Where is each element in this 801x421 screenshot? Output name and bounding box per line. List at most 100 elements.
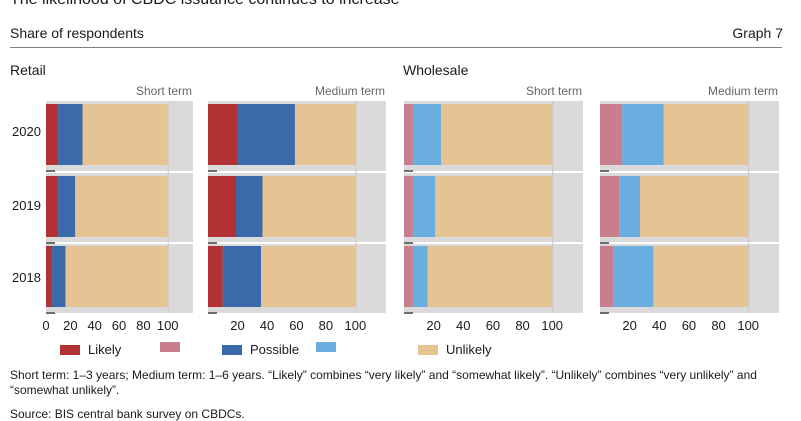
bar-marker bbox=[208, 312, 217, 314]
row-separator bbox=[600, 171, 779, 173]
bar-wholesale-medium-2019-possible bbox=[619, 176, 641, 237]
bar-retail-short-2019-likely bbox=[46, 176, 59, 237]
bar-marker bbox=[600, 312, 609, 314]
x-tick-wholesale-short-80: 80 bbox=[515, 318, 530, 333]
row-separator bbox=[46, 242, 193, 244]
legend-possible-wholesale bbox=[316, 342, 344, 352]
panel-title-retail-short: Short term bbox=[135, 84, 192, 98]
legend-swatch-possible-wholesale bbox=[316, 342, 336, 352]
x-tick-retail-medium-60: 60 bbox=[289, 318, 304, 333]
y-label-2018: 2018 bbox=[12, 270, 41, 285]
panel-title-wholesale-short: Short term bbox=[525, 84, 582, 98]
bar-retail-medium-2018-possible bbox=[222, 246, 262, 307]
header-divider bbox=[10, 47, 782, 48]
x-tick-retail-short-60: 60 bbox=[111, 318, 127, 333]
bar-retail-short-2019-unlikely bbox=[75, 176, 168, 237]
legend-swatch-unlikely bbox=[418, 344, 438, 355]
row-separator bbox=[46, 171, 193, 173]
bar-retail-medium-2020-likely bbox=[208, 104, 238, 165]
x-tick-retail-medium-40: 40 bbox=[259, 318, 275, 333]
legend-swatch-likely bbox=[60, 344, 80, 355]
chart-subtitle: Share of respondents bbox=[10, 25, 144, 41]
bar-marker bbox=[208, 170, 217, 172]
bar-marker bbox=[600, 170, 609, 172]
legend-label-unlikely: Unlikely bbox=[446, 342, 492, 357]
bar-wholesale-short-2018-possible bbox=[412, 246, 428, 307]
row-separator bbox=[404, 171, 583, 173]
graph-number: Graph 7 bbox=[732, 25, 783, 41]
source-note: Source: BIS central bank survey on CBDCs… bbox=[10, 407, 245, 421]
section-retail: Retail bbox=[10, 62, 46, 78]
x-tick-wholesale-short-40: 40 bbox=[456, 318, 471, 333]
bar-marker bbox=[46, 312, 55, 314]
bar-wholesale-medium-2020-unlikely bbox=[663, 104, 749, 165]
bar-wholesale-medium-2019-likely bbox=[600, 176, 620, 237]
bar-retail-short-2019-possible bbox=[58, 176, 76, 237]
y-label-2020: 2020 bbox=[12, 124, 41, 139]
bar-marker bbox=[600, 242, 609, 244]
x-tick-retail-short-20: 20 bbox=[63, 318, 78, 333]
bar-wholesale-short-2019-unlikely bbox=[435, 176, 553, 237]
bar-wholesale-short-2019-possible bbox=[412, 176, 436, 237]
bar-wholesale-medium-2018-unlikely bbox=[653, 246, 749, 307]
x-tick-wholesale-medium-80: 80 bbox=[711, 318, 726, 333]
row-separator bbox=[404, 242, 583, 244]
bar-retail-short-2018-unlikely bbox=[65, 246, 168, 307]
bar-wholesale-medium-2018-possible bbox=[613, 246, 654, 307]
bar-marker bbox=[404, 312, 413, 314]
x-tick-wholesale-short-60: 60 bbox=[485, 318, 501, 333]
legend-label-likely: Likely bbox=[88, 342, 122, 357]
x-tick-wholesale-medium-100: 100 bbox=[737, 318, 760, 333]
row-separator bbox=[600, 242, 779, 244]
x-tick-retail-medium-20: 20 bbox=[230, 318, 245, 333]
bar-marker bbox=[46, 170, 55, 172]
bar-wholesale-short-2018-unlikely bbox=[427, 246, 553, 307]
x-tick-retail-medium-100: 100 bbox=[344, 318, 367, 333]
legend-swatch-possible bbox=[222, 344, 242, 355]
bar-retail-medium-2018-likely bbox=[208, 246, 223, 307]
x-tick-retail-short-100: 100 bbox=[156, 318, 179, 333]
x-tick-wholesale-short-20: 20 bbox=[426, 318, 441, 333]
legend-unlikely: Unlikely bbox=[418, 342, 492, 357]
legend-label-possible: Possible bbox=[250, 342, 300, 357]
legend-swatch-likely-wholesale bbox=[160, 342, 180, 352]
legend-possible: Possible bbox=[222, 342, 299, 357]
footnote: Short term: 1–3 years; Medium term: 1–6 … bbox=[10, 368, 757, 397]
row-separator bbox=[208, 171, 386, 173]
chart-title: The likelihood of CBDC issuance continue… bbox=[10, 0, 400, 9]
bar-retail-short-2020-unlikely bbox=[82, 104, 168, 165]
x-tick-wholesale-short-100: 100 bbox=[541, 318, 564, 333]
bar-marker bbox=[404, 170, 413, 172]
bar-wholesale-short-2018-likely bbox=[404, 246, 413, 307]
x-tick-retail-medium-80: 80 bbox=[318, 318, 334, 333]
legend-likely-wholesale bbox=[160, 342, 188, 352]
x-tick-wholesale-medium-60: 60 bbox=[681, 318, 697, 333]
x-tick-retail-short-40: 40 bbox=[87, 318, 102, 333]
row-separator bbox=[208, 242, 386, 244]
bar-retail-short-2020-likely bbox=[46, 104, 59, 165]
x-tick-wholesale-medium-20: 20 bbox=[622, 318, 637, 333]
bar-retail-medium-2018-unlikely bbox=[261, 246, 356, 307]
bar-wholesale-medium-2020-likely bbox=[600, 104, 623, 165]
bar-wholesale-short-2020-likely bbox=[404, 104, 413, 165]
bar-retail-medium-2019-likely bbox=[208, 176, 237, 237]
bar-wholesale-short-2020-unlikely bbox=[441, 104, 553, 165]
x-tick-wholesale-medium-40: 40 bbox=[652, 318, 667, 333]
bar-retail-short-2020-possible bbox=[58, 104, 83, 165]
bar-marker bbox=[208, 242, 217, 244]
bar-wholesale-medium-2019-unlikely bbox=[640, 176, 749, 237]
bar-retail-medium-2019-unlikely bbox=[262, 176, 356, 237]
bar-wholesale-medium-2018-likely bbox=[600, 246, 614, 307]
bar-wholesale-short-2020-possible bbox=[412, 104, 442, 165]
x-tick-retail-short-0: 0 bbox=[42, 318, 50, 333]
bar-marker bbox=[404, 242, 413, 244]
bar-wholesale-medium-2020-possible bbox=[622, 104, 664, 165]
bar-retail-medium-2019-possible bbox=[236, 176, 263, 237]
bar-retail-short-2018-likely bbox=[46, 246, 53, 307]
legend-likely: Likely bbox=[60, 342, 121, 357]
section-wholesale: Wholesale bbox=[403, 62, 469, 78]
bar-retail-medium-2020-unlikely bbox=[294, 104, 356, 165]
panel-title-wholesale-medium: Medium term bbox=[707, 84, 778, 98]
bar-marker bbox=[46, 242, 55, 244]
